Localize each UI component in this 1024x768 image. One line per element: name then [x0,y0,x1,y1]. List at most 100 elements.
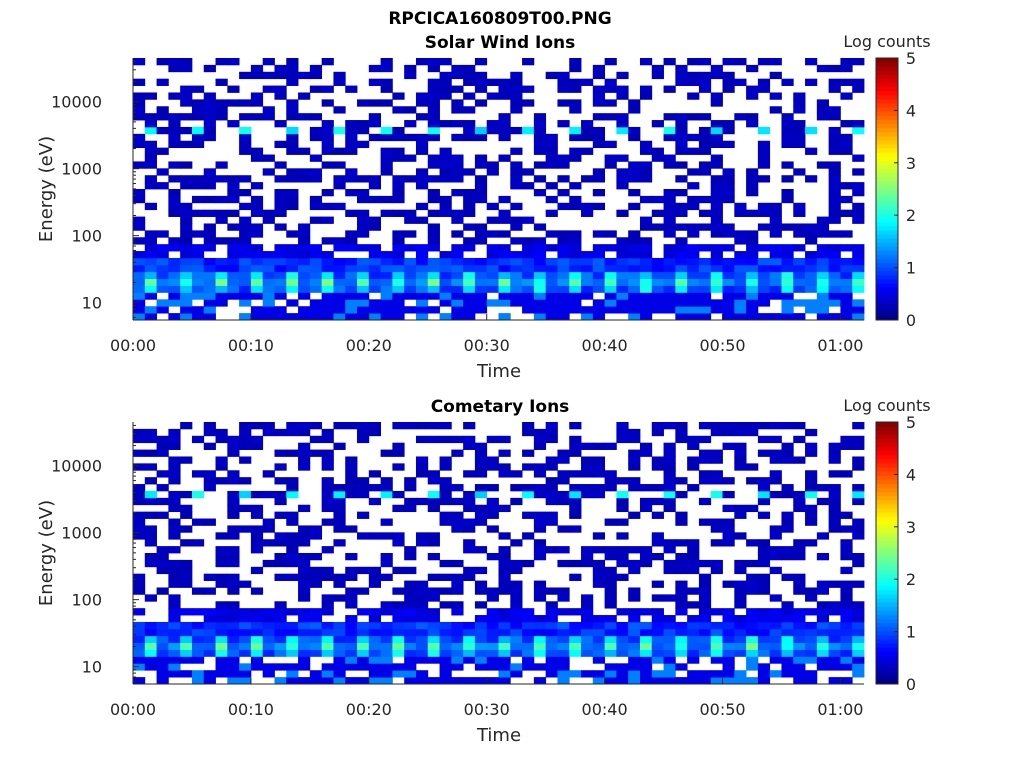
heatmap-cell [392,195,405,204]
heatmap-cell [309,126,323,135]
heatmap-cell [722,195,735,204]
heatmap-cell [274,92,287,100]
heatmap-cell [239,477,252,485]
heatmap-cell [357,126,370,135]
heatmap-cell [191,649,205,657]
heatmap-cell [133,525,146,533]
heatmap-cell [569,511,582,519]
heatmap-cell [722,182,735,190]
heatmap-cell [286,484,299,492]
heatmap-cell [781,490,794,499]
heatmap-cell [168,490,181,499]
heatmap-cell [757,539,771,547]
heatmap-cell [144,628,157,637]
heatmap-cell [746,209,759,217]
heatmap-cell [415,216,429,224]
heatmap-cell [557,559,570,568]
heatmap-cell [227,58,240,66]
heatmap-cell [734,532,747,540]
heatmap-cell [592,313,606,321]
colorbar-band [876,270,898,276]
heatmap-cell [274,553,287,561]
heatmap-cell [427,422,440,430]
heatmap-cell [852,251,865,259]
heatmap-cell [286,189,299,197]
heatmap-cell [746,608,759,616]
heatmap-cell [274,278,287,286]
heatmap-cell [156,278,169,286]
heatmap-cell [321,621,334,630]
colorbar-band [876,458,898,464]
heatmap-cell [180,244,193,252]
heatmap-cell [321,484,334,492]
heatmap-cell [545,195,558,204]
heatmap-cell [463,202,476,211]
heatmap-cell [333,656,346,664]
heatmap-cell [651,539,664,547]
heatmap-cell [156,559,169,568]
heatmap-cell [427,642,440,650]
heatmap-cell [427,195,440,204]
heatmap-cell [557,202,570,211]
heatmap-cell [274,195,287,204]
heatmap-cell [698,195,712,204]
heatmap-cell [651,120,664,128]
heatmap-cell [510,161,523,169]
heatmap-cell [156,244,169,252]
heatmap-cell [427,285,440,293]
heatmap-cell [262,313,275,321]
colorbar-band [876,426,898,431]
heatmap-cell [286,278,299,286]
heatmap-cell [191,278,205,286]
heatmap-cell [463,621,476,630]
heatmap-cell [191,292,205,300]
heatmap-cells [133,422,865,685]
heatmap-cell [427,532,440,540]
heatmap-cell [451,621,464,630]
heatmap-cell [180,313,193,321]
heatmap-cell [734,202,747,211]
heatmap-cell [144,113,157,121]
heatmap-cell [793,656,806,664]
heatmap-cell [663,456,676,464]
heatmap-cell [298,615,311,623]
heatmap-cell [663,285,676,293]
heatmap-cell [687,435,700,444]
heatmap-cell [427,621,440,630]
heatmap-cell [852,642,865,650]
heatmap-cell [722,223,735,231]
heatmap-cell [191,133,205,142]
heatmap-cell [427,175,440,183]
x-tick-label: 01:00 [817,336,863,355]
heatmap-cell [250,244,264,252]
heatmap-cell [427,656,440,664]
heatmap-cell [746,621,759,630]
heatmap-cell [663,251,676,259]
heatmap-cell [663,504,676,513]
heatmap-cell [180,635,193,644]
heatmap-cell [746,244,759,252]
heatmap-cell [557,635,570,644]
heatmap-cell [168,113,181,121]
heatmap-cell [746,615,759,623]
heatmap-cell [769,532,782,540]
heatmap-cell [298,168,311,176]
heatmap-cell [357,656,370,664]
heatmap-cell [828,663,841,671]
heatmap-cell [239,628,252,637]
heatmap-cell [746,477,759,485]
heatmap-cell [687,670,700,678]
heatmap-cell [463,490,476,499]
colorbar-band [876,303,898,309]
heatmap-cell [392,422,405,430]
heatmap-cell [757,85,771,93]
heatmap-cell [298,449,311,457]
heatmap-cell [392,292,405,300]
heatmap-cell [227,642,240,650]
heatmap-cell [639,58,653,66]
heatmap-cell [298,428,311,437]
heatmap-cell [298,278,311,286]
heatmap-cell [180,525,193,533]
heatmap-cell [380,58,393,66]
heatmap-cell [392,182,405,190]
